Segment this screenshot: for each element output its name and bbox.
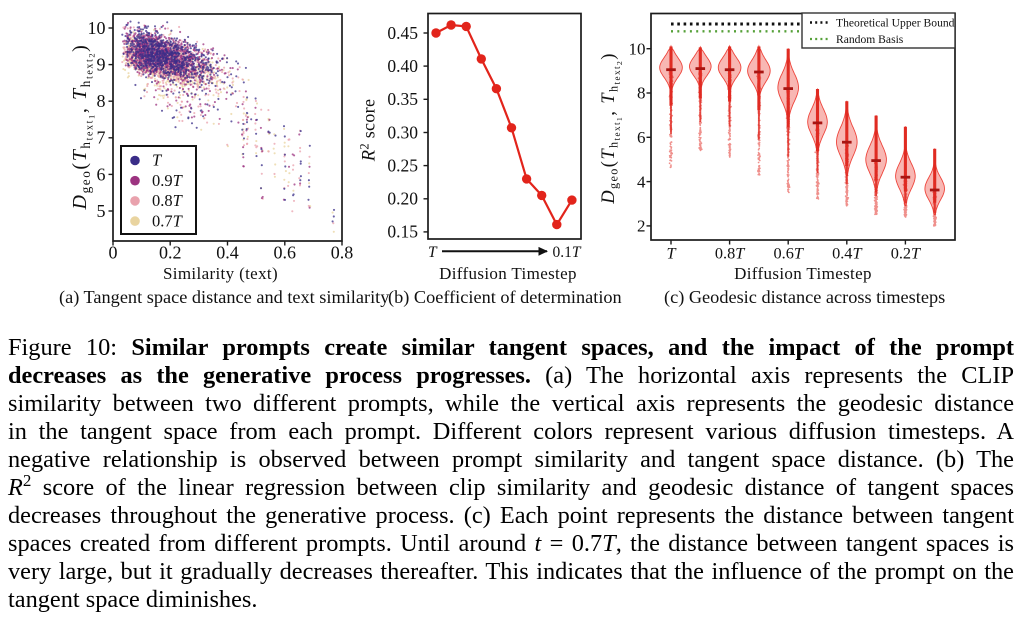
svg-text:0.4: 0.4 [216,243,239,263]
svg-text:10: 10 [629,39,646,58]
svg-text:T: T [428,244,438,261]
svg-text:0.8T: 0.8T [152,191,184,210]
svg-text:T: T [152,151,163,170]
svg-text:0.45: 0.45 [387,23,418,43]
svg-text:Random Basis: Random Basis [836,33,904,46]
svg-text:7: 7 [97,128,106,148]
svg-text:0.25: 0.25 [387,155,418,175]
svg-text:0.6: 0.6 [274,243,297,263]
svg-text:Similarity (text): Similarity (text) [163,264,278,283]
svg-text:0: 0 [109,243,118,263]
svg-text:0.2T: 0.2T [891,243,922,262]
svg-text:0.7T: 0.7T [152,211,184,230]
svg-text:10: 10 [88,18,106,38]
svg-text:Dgeo(Thtext1, Thtext2): Dgeo(Thtext1, Thtext2) [69,44,97,211]
svg-text:0.1T: 0.1T [553,244,582,261]
svg-text:9: 9 [97,55,106,75]
svg-text:0.8T: 0.8T [715,243,746,262]
svg-text:Theoretical Upper Bound: Theoretical Upper Bound [836,17,955,30]
svg-text:8: 8 [637,84,646,103]
svg-text:4: 4 [637,172,646,191]
svg-text:Dgeo(Thtext1, Thtext2): Dgeo(Thtext1, Thtext2) [599,52,624,205]
svg-text:0.8: 0.8 [331,243,354,263]
svg-text:0.4T: 0.4T [832,243,863,262]
svg-text:0.30: 0.30 [387,122,418,142]
svg-text:T: T [666,243,677,262]
svg-text:Diffusion Timestep: Diffusion Timestep [439,264,577,283]
svg-text:0.40: 0.40 [387,56,418,76]
svg-text:0.9T: 0.9T [152,171,184,190]
svg-text:R2 score: R2 score [358,99,380,162]
svg-text:6: 6 [97,164,106,184]
svg-text:2: 2 [637,217,646,236]
svg-text:6: 6 [637,128,646,147]
svg-text:Diffusion Timestep: Diffusion Timestep [734,264,872,283]
svg-text:0.6T: 0.6T [773,243,804,262]
svg-text:0.20: 0.20 [387,189,418,209]
svg-text:0.35: 0.35 [387,89,418,109]
svg-text:8: 8 [97,91,106,111]
svg-text:0.2: 0.2 [159,243,182,263]
svg-text:0.15: 0.15 [387,222,418,242]
svg-text:5: 5 [97,201,106,221]
